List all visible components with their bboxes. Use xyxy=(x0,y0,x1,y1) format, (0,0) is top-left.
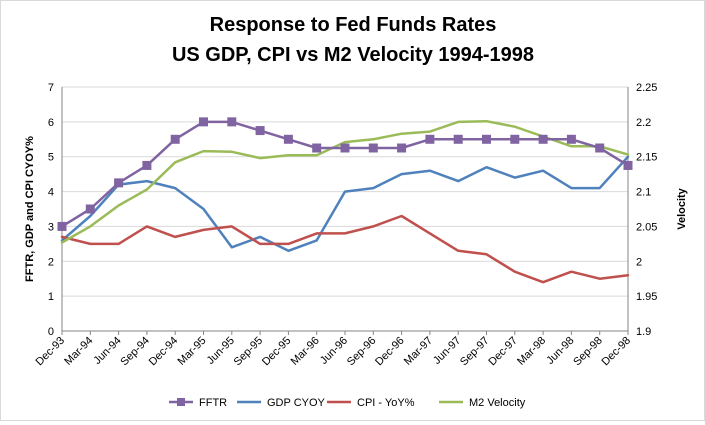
series-line-gdp-cyoy xyxy=(60,155,630,253)
data-point-marker xyxy=(340,143,350,153)
x-tick-label: Dec-93 xyxy=(34,335,68,369)
data-point-marker xyxy=(510,134,520,144)
data-point-marker xyxy=(453,134,463,144)
data-point-marker xyxy=(57,221,67,231)
x-tick-label: Dec-95 xyxy=(260,335,294,369)
data-point-marker xyxy=(538,134,548,144)
y2-tick-label: 1.95 xyxy=(636,291,657,303)
y-tick-label: 5 xyxy=(48,152,54,164)
y2-tick-label: 1.9 xyxy=(636,326,651,338)
legend-marker xyxy=(177,398,185,406)
data-point-marker xyxy=(114,178,124,188)
y2-tick-label: 2.05 xyxy=(636,221,657,233)
y2-tick-label: 2.1 xyxy=(636,187,651,199)
y2-tick-label: 2 xyxy=(636,256,642,268)
legend-label: M2 Velocity xyxy=(469,397,526,409)
data-point-marker xyxy=(85,204,95,214)
x-tick-label: Dec-97 xyxy=(486,335,520,369)
legend-label: FFTR xyxy=(199,397,227,409)
x-tick-label: Mar-94 xyxy=(62,335,95,368)
series-lines xyxy=(57,117,633,284)
x-tick-label: Mar-98 xyxy=(515,335,548,368)
x-tick-label: Mar-95 xyxy=(175,335,208,368)
y-tick-label: 1 xyxy=(48,291,54,303)
legend-label: GDP CYOY xyxy=(267,397,326,409)
data-point-marker xyxy=(283,134,293,144)
x-tick-label: Jun-95 xyxy=(205,335,237,367)
x-tick-label: Jun-94 xyxy=(91,335,123,367)
x-tick-label: Sep-98 xyxy=(571,335,605,369)
x-tick-label: Sep-97 xyxy=(458,335,492,369)
y-tick-label: 3 xyxy=(48,221,54,233)
data-point-marker xyxy=(312,143,322,153)
data-point-marker xyxy=(170,134,180,144)
data-point-marker xyxy=(623,160,633,170)
chart-title-line-1: Response to Fed Funds Rates xyxy=(210,14,497,36)
data-point-marker xyxy=(482,134,491,144)
x-tick-label: Jun-97 xyxy=(431,335,463,367)
x-tick-label: Sep-95 xyxy=(232,335,266,369)
x-tick-label: Dec-94 xyxy=(147,335,181,369)
data-point-marker xyxy=(227,117,237,127)
data-point-marker xyxy=(142,160,152,170)
x-tick-label: Jun-96 xyxy=(318,335,350,367)
y-tick-label: 6 xyxy=(48,117,54,129)
axes: 0 1 2 3 4 5 6 7 1.9 1.95 2 2.05 2.1 2.15 2.2 2.25 Dec-93… xyxy=(24,82,688,368)
x-tick-label: Dec-96 xyxy=(373,335,407,369)
y-tick-label: 7 xyxy=(48,82,54,94)
x-tick-label: Sep-94 xyxy=(118,335,152,369)
y2-tick-label: 2.15 xyxy=(636,152,657,164)
chart-title: Response to Fed Funds Rates US GDP, CPI … xyxy=(172,14,534,66)
y-tick-label: 2 xyxy=(48,256,54,268)
x-tick-label: Jun-98 xyxy=(544,335,576,367)
x-tick-label: Dec-98 xyxy=(600,335,634,369)
y2-tick-label: 2.25 xyxy=(636,82,657,94)
legend: FFTR GDP CYOY CPI - YoY% M2 Velocity xyxy=(169,397,526,409)
series-line-cpi-yoy- xyxy=(60,214,630,284)
legend-label: CPI - YoY% xyxy=(357,397,415,409)
y-tick-label: 4 xyxy=(48,187,54,199)
data-point-marker xyxy=(566,134,576,144)
y2-tick-label: 2.2 xyxy=(636,117,651,129)
x-tick-label: Sep-96 xyxy=(345,335,379,369)
y-tick-label: 0 xyxy=(48,326,54,338)
y2-axis-title: Velocity xyxy=(676,187,688,229)
y-axis-title: FFTR, GDP and CPI CYOY% xyxy=(24,136,36,282)
x-tick-label: Mar-97 xyxy=(402,335,435,368)
x-tick-label: Mar-96 xyxy=(289,335,322,368)
data-point-marker xyxy=(425,134,435,144)
data-point-marker xyxy=(595,143,605,153)
data-point-marker xyxy=(397,143,407,153)
data-point-marker xyxy=(368,143,378,153)
chart-title-line-2: US GDP, CPI vs M2 Velocity 1994-1998 xyxy=(172,44,534,66)
series-line-m2-velocity xyxy=(60,119,630,244)
data-point-marker xyxy=(255,126,265,136)
data-point-marker xyxy=(199,117,208,127)
